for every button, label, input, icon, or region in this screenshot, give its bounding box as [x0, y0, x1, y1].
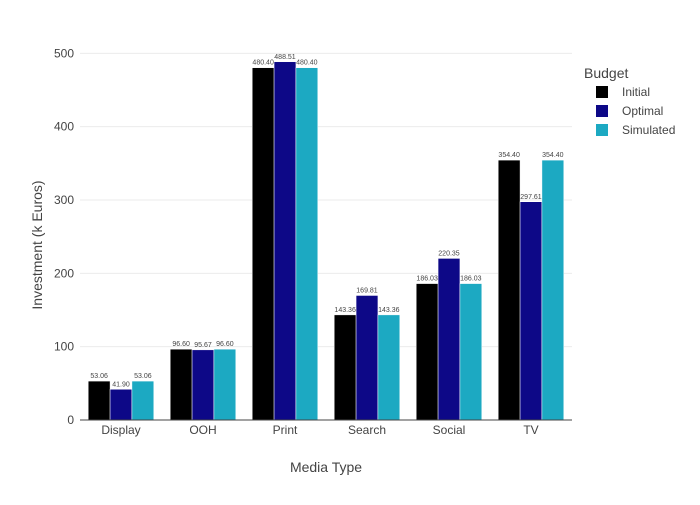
bar-optimal [191, 349, 215, 421]
bar-simulated [131, 380, 155, 421]
x-tick-label: TV [523, 423, 538, 437]
bar-simulated [213, 348, 237, 421]
y-tick-label: 200 [54, 266, 74, 280]
bar-value-label: 143.36 [378, 307, 400, 314]
y-tick-label: 400 [54, 120, 74, 134]
bar-optimal [437, 258, 461, 421]
bar-value-label: 169.81 [356, 287, 378, 294]
bar-simulated [295, 67, 319, 421]
gridlines [80, 52, 572, 348]
bar-value-label: 186.03 [416, 276, 438, 283]
bar-simulated [377, 314, 401, 421]
bar-value-label: 186.03 [460, 276, 482, 283]
x-axis-title: Media Type [290, 459, 362, 475]
bar-value-label: 354.40 [498, 152, 520, 159]
bar-optimal [273, 61, 297, 421]
bar-value-label: 354.40 [542, 152, 564, 159]
bar-value-label: 297.61 [520, 194, 542, 201]
bar-optimal [519, 201, 543, 421]
x-tick-label: Print [273, 423, 298, 437]
legend-swatch-simulated [596, 124, 608, 136]
y-axis-title: Investment (k Euros) [29, 180, 45, 309]
bar-value-label: 96.60 [172, 341, 190, 348]
bar-optimal [355, 295, 379, 421]
bar-optimal [109, 389, 133, 421]
x-tick-label: Display [101, 423, 140, 437]
bar-value-label: 96.60 [216, 341, 234, 348]
bar-initial [415, 283, 439, 421]
x-tick-label: Social [433, 423, 466, 437]
y-tick-label: 500 [54, 46, 74, 60]
legend-swatch-initial [596, 86, 608, 98]
legend-swatch-optimal [596, 105, 608, 117]
bar-value-label: 488.51 [274, 54, 296, 61]
bar-value-label: 95.67 [194, 342, 212, 349]
legend-title: Budget [584, 65, 628, 81]
bar-initial [87, 380, 111, 421]
bar-initial [333, 314, 357, 421]
bar-initial [497, 159, 521, 421]
y-tick-label: 100 [54, 340, 74, 354]
axes: 0 100 200 300 400 500 Display OOH Print Search Soc… [54, 46, 572, 437]
y-tick-label: 300 [54, 193, 74, 207]
y-tick-label: 0 [67, 413, 74, 427]
bar-initial [169, 348, 193, 421]
bar-value-label: 480.40 [296, 60, 318, 67]
bar-initial [251, 67, 275, 421]
legend-label-optimal: Optimal [622, 104, 663, 118]
bar-simulated [541, 159, 565, 421]
bar-simulated [459, 283, 483, 421]
bar-value-label: 220.35 [438, 250, 460, 257]
x-tick-label: OOH [189, 423, 216, 437]
x-tick-label: Search [348, 423, 386, 437]
bar-value-label: 480.40 [252, 60, 274, 67]
bars [87, 61, 565, 421]
bar-value-label: 41.90 [112, 381, 130, 388]
bar-value-label: 53.06 [134, 373, 152, 380]
legend: Budget Initial Optimal Simulated [584, 65, 675, 137]
legend-label-simulated: Simulated [622, 123, 675, 137]
legend-label-initial: Initial [622, 85, 650, 99]
bar-value-label: 143.36 [334, 307, 356, 314]
data-labels: 53.06 41.90 53.06 96.60 95.67 96.60 480.40488.… [90, 54, 563, 389]
bar-value-label: 53.06 [90, 373, 108, 380]
